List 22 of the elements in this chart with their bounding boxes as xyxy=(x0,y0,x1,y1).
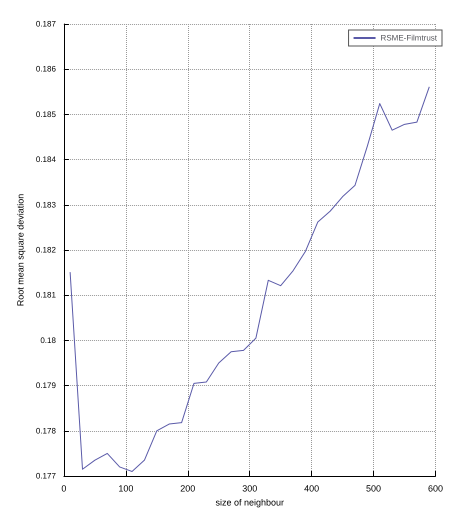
x-axis-title: size of neighbour xyxy=(215,498,284,508)
line-series xyxy=(70,86,430,472)
x-tick-label: 200 xyxy=(180,484,196,494)
y-tick-label: 0.187 xyxy=(36,20,56,28)
y-tick-label: 0.182 xyxy=(36,246,56,254)
x-tick-label: 400 xyxy=(304,484,320,494)
y-tick-label: 0.185 xyxy=(36,110,56,119)
y-tick-label: 0.178 xyxy=(36,426,56,436)
y-tick-label: 0.186 xyxy=(36,64,56,74)
x-tick-label: 100 xyxy=(118,484,134,494)
y-tick-label: 0.183 xyxy=(36,200,56,210)
x-tick-label: 300 xyxy=(242,484,258,494)
x-tick-label: 600 xyxy=(428,484,444,494)
y-tick-label: 0.177 xyxy=(36,472,56,480)
y-tick-label: 0.184 xyxy=(36,155,56,164)
x-tick-label: 500 xyxy=(366,484,382,494)
legend-label: RSME-Filmtrust xyxy=(380,34,438,42)
y-tick-label: 0.179 xyxy=(36,381,56,390)
y-axis-title: Root mean square deviation xyxy=(16,194,26,306)
y-tick-label: 0.181 xyxy=(36,290,56,300)
x-tick-label: 0 xyxy=(61,484,66,494)
y-tick-label: 0.18 xyxy=(40,336,56,345)
